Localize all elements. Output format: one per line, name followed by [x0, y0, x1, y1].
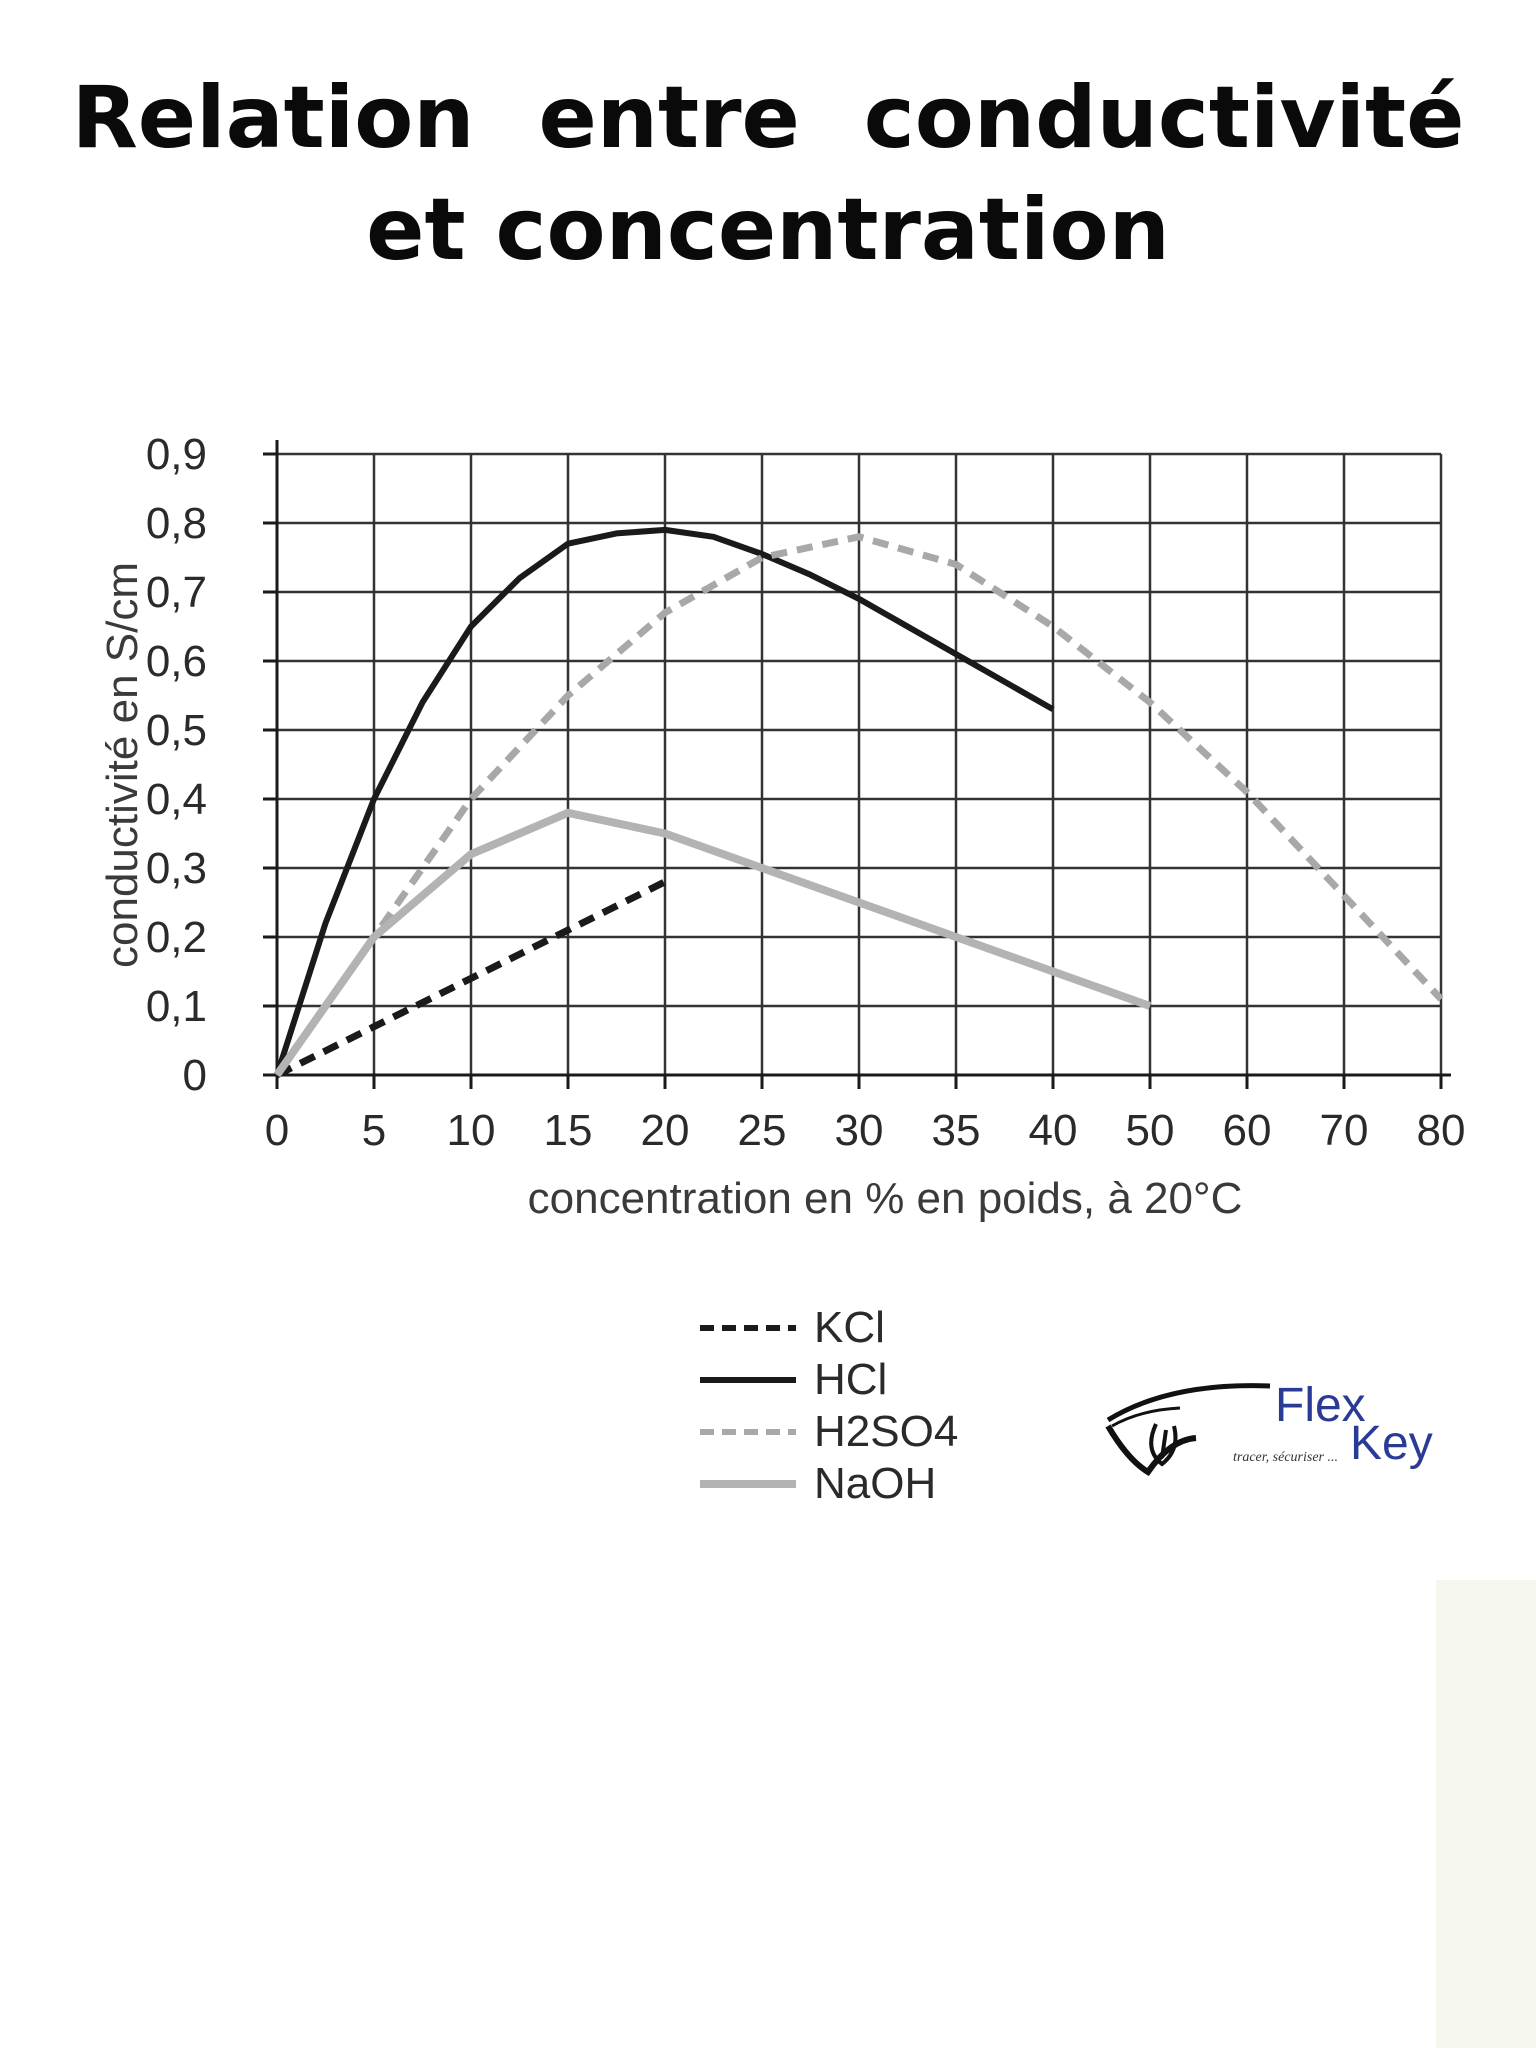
- x-tick-label: 20: [641, 1106, 690, 1155]
- x-tick-label: 70: [1320, 1106, 1369, 1155]
- x-tick-label: 25: [738, 1106, 787, 1155]
- series-line-hcl: [274, 526, 1055, 1076]
- eye-icon: [1105, 1383, 1271, 1477]
- x-tick-label: 80: [1417, 1106, 1466, 1155]
- series-line-kcl: [275, 878, 667, 1079]
- series-line-naoh: [273, 808, 1152, 1078]
- legend-item-naoh: NaOH: [700, 1458, 958, 1510]
- grid: [277, 452, 1443, 1075]
- x-tick-label: 15: [544, 1106, 593, 1155]
- series-line-h2so4: [274, 533, 1444, 1078]
- y-tick-label: 0,8: [146, 499, 207, 548]
- y-tick-label: 0,3: [146, 844, 207, 893]
- side-panel: [1436, 1580, 1536, 2048]
- series-lines: [273, 526, 1444, 1079]
- legend-label-hcl: HCl: [814, 1355, 888, 1404]
- legend-item-hcl: HCl: [700, 1354, 958, 1406]
- logo-tagline: tracer, sécuriser ...: [1233, 1450, 1338, 1465]
- legend-item-kcl: KCl: [700, 1302, 958, 1354]
- title-line-1: Relation entre conductivité: [71, 68, 1465, 168]
- y-tick-label: 0: [183, 1051, 207, 1100]
- x-tick-label: 10: [447, 1106, 496, 1155]
- x-tick-label: 60: [1223, 1106, 1272, 1155]
- y-tick-label: 0,6: [146, 637, 207, 686]
- conductivity-chart: 0 0,1 0,2 0,3 0,4 0,5 0,6 0,7 0,8 0,9 0 5 10 15 20 25 30…: [98, 430, 1466, 1223]
- flexkey-logo: Flex Key tracer, sécuriser ...: [1100, 1379, 1440, 1490]
- y-tick-label: 0,1: [146, 982, 207, 1031]
- legend-swatch-naoh: [700, 1480, 796, 1488]
- y-tick-label: 0,9: [146, 430, 207, 479]
- x-tick-label: 40: [1029, 1106, 1078, 1155]
- y-tick-label: 0,7: [146, 568, 207, 617]
- legend-label-kcl: KCl: [814, 1303, 885, 1352]
- x-tick-label: 35: [932, 1106, 981, 1155]
- y-tick-label: 0,4: [146, 775, 207, 824]
- y-axis-title: conductivité en S/cm: [98, 562, 147, 968]
- y-tick-label: 0,5: [146, 706, 207, 755]
- logo-text-key: Key: [1350, 1417, 1433, 1470]
- x-tick-label: 0: [265, 1106, 289, 1155]
- page-title: Relation entre conductivité et concentra…: [0, 62, 1536, 286]
- logo-text-flex: Flex: [1275, 1379, 1366, 1432]
- y-tick-label: 0,2: [146, 913, 207, 962]
- legend-label-h2so4: H2SO4: [814, 1407, 959, 1456]
- legend: KCl HCl H2SO4 NaOH: [700, 1302, 958, 1510]
- title-line-2: et concentration: [366, 180, 1170, 280]
- x-tick-label: 30: [835, 1106, 884, 1155]
- legend-item-h2so4: H2SO4: [700, 1406, 958, 1458]
- axes: 0 0,1 0,2 0,3 0,4 0,5 0,6 0,7 0,8 0,9 0 5 10 15 20 25 30…: [146, 430, 1466, 1155]
- x-tick-label: 5: [362, 1106, 386, 1155]
- legend-swatch-kcl: [700, 1325, 796, 1331]
- legend-label-naoh: NaOH: [814, 1459, 937, 1508]
- legend-swatch-hcl: [700, 1377, 796, 1383]
- x-axis-title: concentration en % en poids, à 20°C: [528, 1174, 1243, 1223]
- x-tick-label: 50: [1126, 1106, 1175, 1155]
- legend-swatch-h2so4: [700, 1429, 796, 1435]
